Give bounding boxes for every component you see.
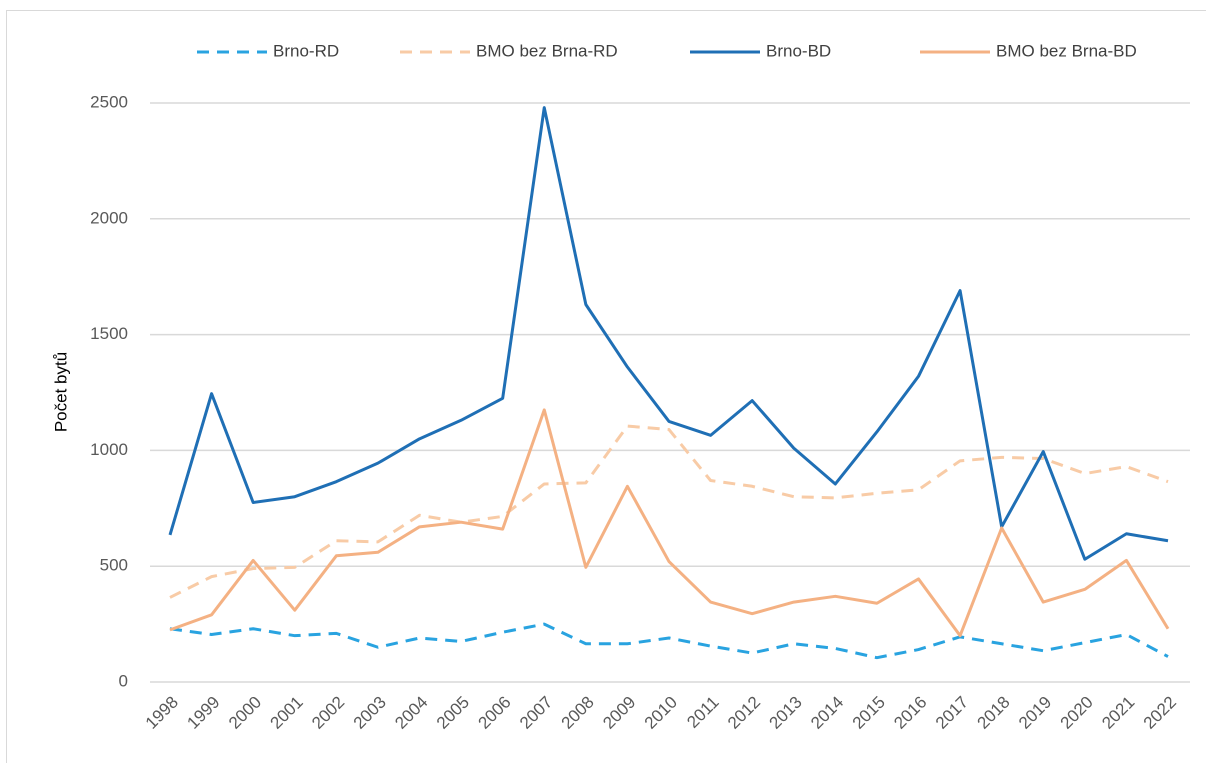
y-tick-label: 2000 xyxy=(90,208,128,227)
x-tick-label: 2000 xyxy=(225,693,265,733)
legend-label: Brno-RD xyxy=(273,41,339,60)
x-tick-label: 2012 xyxy=(724,693,764,733)
y-axis-label: Počet bytů xyxy=(51,352,70,432)
x-tick-label: 2008 xyxy=(558,693,598,733)
y-tick-label: 1500 xyxy=(90,324,128,343)
x-tick-label: 2022 xyxy=(1140,693,1180,733)
x-tick-label: 2017 xyxy=(932,693,972,733)
x-tick-label: 2009 xyxy=(599,693,639,733)
x-tick-label: 2005 xyxy=(433,693,473,733)
x-tick-label: 2001 xyxy=(267,693,307,733)
x-tick-label: 2003 xyxy=(350,693,390,733)
x-tick-label: 2019 xyxy=(1015,693,1055,733)
legend-label: BMO bez Brna-BD xyxy=(996,41,1137,60)
x-tick-label: 2014 xyxy=(807,693,847,733)
x-tick-label: 2016 xyxy=(890,693,930,733)
y-tick-label: 2500 xyxy=(90,92,128,111)
x-tick-label: 1998 xyxy=(142,693,182,733)
legend-label: Brno-BD xyxy=(766,41,831,60)
legend: Brno-RD BMO bez Brna-RD Brno-BD BMO bez Brn… xyxy=(197,41,1137,60)
y-tick-label: 0 xyxy=(119,671,128,690)
x-tick-label: 2015 xyxy=(849,693,889,733)
x-tick-label: 2006 xyxy=(474,693,514,733)
x-tick-label: 2011 xyxy=(683,693,722,732)
line-series xyxy=(169,424,1169,599)
x-tick-label: 1999 xyxy=(183,693,223,733)
chart-border xyxy=(6,10,1206,763)
x-tick-label: 2010 xyxy=(641,693,681,733)
x-tick-label: 2013 xyxy=(766,693,806,733)
line-series xyxy=(168,106,1169,561)
line-series xyxy=(169,408,1170,638)
x-tick-label: 2002 xyxy=(308,693,348,733)
line-series xyxy=(169,622,1169,660)
y-tick-label: 1000 xyxy=(90,440,128,459)
legend-label: BMO bez Brna-RD xyxy=(476,41,618,60)
x-tick-label: 2020 xyxy=(1057,693,1097,733)
x-tick-label: 2018 xyxy=(973,693,1013,733)
y-tick-label: 500 xyxy=(100,556,128,575)
x-tick-label: 2007 xyxy=(516,693,556,733)
x-tick-label: 2004 xyxy=(391,693,431,733)
x-tick-label: 2021 xyxy=(1098,693,1138,733)
